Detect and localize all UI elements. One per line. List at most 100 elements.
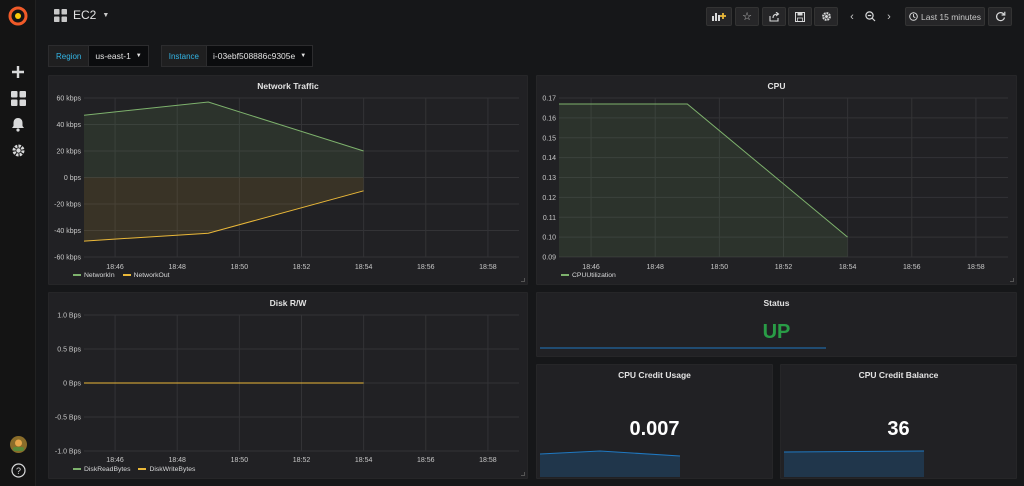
- dashboard-picker[interactable]: EC2 ▼: [54, 8, 109, 22]
- dashboard-title: EC2: [73, 8, 97, 22]
- cpu-graph[interactable]: 0.17 0.16 0.15 0.14 0.13 0.12 0.11 0.10 0.09 18:4…: [537, 76, 1018, 286]
- series-line-NetworkOut[interactable]: [83, 190, 364, 242]
- legend-swatch: [138, 468, 147, 471]
- x-tick-label: 18:58: [479, 457, 497, 464]
- legend-item[interactable]: CPUUtilization: [561, 272, 616, 279]
- disk-rw-graph[interactable]: 1.0 Bps 0.5 Bps 0 Bps -0.5 Bps -1.0 Bps 18:46…: [49, 293, 529, 480]
- instance-variable-label: Instance: [160, 45, 207, 67]
- legend-item[interactable]: NetworkOut: [122, 272, 170, 279]
- panel-resize-handle[interactable]: [1010, 278, 1014, 282]
- y-tick-label: -1.0 Bps: [55, 449, 82, 456]
- graph-legend: CPUUtilization: [561, 272, 616, 279]
- caret-down-icon: ▼: [102, 11, 110, 19]
- legend-item[interactable]: NetworkIn: [73, 272, 115, 279]
- x-tick-label: 18:48: [168, 457, 186, 464]
- y-tick-label: 0 Bps: [63, 381, 81, 388]
- help-icon[interactable]: ?: [9, 461, 27, 479]
- legend-label: CPUUtilization: [572, 272, 616, 279]
- panel-title[interactable]: Status: [763, 298, 790, 308]
- y-tick-label: 20 kbps: [56, 149, 81, 156]
- network-traffic-graph[interactable]: 60 kbps 40 kbps 20 kbps 0 bps -20 kbps -40 kb…: [49, 76, 529, 286]
- status-panel[interactable]: Status UP: [536, 292, 1017, 357]
- legend-swatch: [73, 468, 81, 471]
- panel-title[interactable]: CPU Credit Usage: [618, 370, 691, 380]
- panel-resize-handle[interactable]: [521, 472, 525, 476]
- time-shift-forward-button[interactable]: ›: [882, 7, 896, 26]
- x-tick-label: 18:46: [582, 264, 600, 271]
- save-dashboard-button[interactable]: [788, 7, 812, 26]
- star-icon: ☆: [742, 11, 752, 23]
- star-dashboard-button[interactable]: ☆: [735, 7, 759, 26]
- cpu-panel[interactable]: CPU 0.17 0.16 0.15 0.14 0.13 0.12 0.11 0.10 0.09…: [536, 75, 1017, 285]
- series-line-CPUUtilization[interactable]: [559, 103, 848, 238]
- network-traffic-panel[interactable]: Network Traffic 60 kbps 40 kbps 20 kbps 0 b…: [48, 75, 528, 285]
- user-avatar-icon[interactable]: [9, 435, 27, 453]
- series-line-NetworkIn[interactable]: [83, 101, 364, 152]
- graph-legend: DiskReadBytes DiskWriteBytes: [73, 466, 195, 473]
- region-variable: Region us-east-1 ▼: [48, 45, 149, 67]
- region-variable-label: Region: [48, 45, 90, 67]
- time-range-label: Last 15 minutes: [920, 11, 981, 22]
- y-tick-label: -40 kbps: [54, 228, 81, 235]
- series-area-NetworkOut: [84, 177, 364, 242]
- y-tick-label: 0.12: [542, 195, 556, 202]
- x-tick-label: 18:46: [106, 457, 124, 464]
- x-tick-label: 18:52: [293, 457, 311, 464]
- x-tick-label: 18:54: [355, 264, 373, 271]
- region-select[interactable]: us-east-1 ▼: [89, 45, 149, 67]
- x-tick-label: 18:54: [355, 457, 373, 464]
- legend-item[interactable]: DiskWriteBytes: [138, 466, 195, 473]
- zoom-out-button[interactable]: [860, 7, 880, 26]
- create-plus-icon[interactable]: [9, 63, 27, 81]
- series-area-NetworkIn: [84, 102, 364, 178]
- legend-item[interactable]: DiskReadBytes: [73, 466, 130, 473]
- legend-label: DiskReadBytes: [84, 466, 131, 473]
- dashboards-grid-icon[interactable]: [9, 89, 27, 107]
- configuration-gear-icon[interactable]: [9, 141, 27, 159]
- legend-label: NetworkIn: [84, 272, 115, 279]
- cpu-credit-balance-sparkline: [784, 450, 925, 477]
- series-area-CPUUtilization: [559, 104, 848, 257]
- share-dashboard-button[interactable]: [762, 7, 786, 26]
- y-tick-label: 0.5 Bps: [57, 347, 81, 354]
- template-variables: Region us-east-1 ▼ Instance i-03ebf50888…: [48, 45, 314, 67]
- share-icon: [768, 11, 779, 22]
- time-picker-button[interactable]: Last 15 minutes: [905, 7, 985, 26]
- y-tick-label: 60 kbps: [56, 96, 81, 103]
- legend-swatch: [122, 274, 131, 277]
- add-panel-button[interactable]: [706, 7, 732, 26]
- region-select-value: us-east-1: [95, 51, 131, 61]
- time-shift-back-button[interactable]: ‹: [845, 7, 859, 26]
- alerting-bell-icon[interactable]: [9, 115, 27, 133]
- y-tick-label: 0.15: [542, 135, 556, 142]
- clock-icon: [909, 12, 918, 21]
- instance-select-value: i-03ebf508886c9305e: [213, 51, 296, 61]
- cpu-credit-usage-panel[interactable]: CPU Credit Usage 0.007: [536, 364, 773, 479]
- x-tick-label: 18:52: [775, 264, 793, 271]
- y-tick-label: 1.0 Bps: [57, 313, 81, 320]
- dashboard-settings-button[interactable]: [814, 7, 838, 26]
- x-tick-label: 18:52: [293, 264, 311, 271]
- grafana-logo-icon[interactable]: [8, 6, 28, 26]
- panel-title[interactable]: Disk R/W: [269, 298, 307, 308]
- legend-swatch: [73, 274, 81, 277]
- status-value: UP: [762, 321, 791, 343]
- panel-resize-handle[interactable]: [521, 278, 525, 282]
- legend-label: NetworkOut: [133, 272, 170, 279]
- y-tick-label: 0.16: [542, 115, 556, 122]
- panel-title[interactable]: Network Traffic: [257, 81, 319, 91]
- caret-down-icon: ▼: [135, 53, 142, 59]
- instance-select[interactable]: i-03ebf508886c9305e ▼: [207, 45, 314, 67]
- panel-title[interactable]: CPU Credit Balance: [858, 370, 939, 380]
- x-tick-label: 18:56: [417, 457, 435, 464]
- x-tick-label: 18:58: [967, 264, 985, 271]
- x-tick-label: 18:50: [231, 264, 249, 271]
- side-menu: ?: [0, 0, 36, 486]
- cpu-credit-balance-panel[interactable]: CPU Credit Balance 36: [780, 364, 1017, 479]
- dashboard-grid-icon: [54, 8, 67, 22]
- refresh-button[interactable]: [988, 7, 1012, 26]
- x-tick-label: 18:48: [646, 264, 664, 271]
- panel-title[interactable]: CPU: [767, 81, 786, 91]
- disk-rw-panel[interactable]: Disk R/W 1.0 Bps 0.5 Bps 0 Bps -0.5 Bps -1.0…: [48, 292, 528, 479]
- cpu-credit-usage-sparkline: [540, 450, 681, 477]
